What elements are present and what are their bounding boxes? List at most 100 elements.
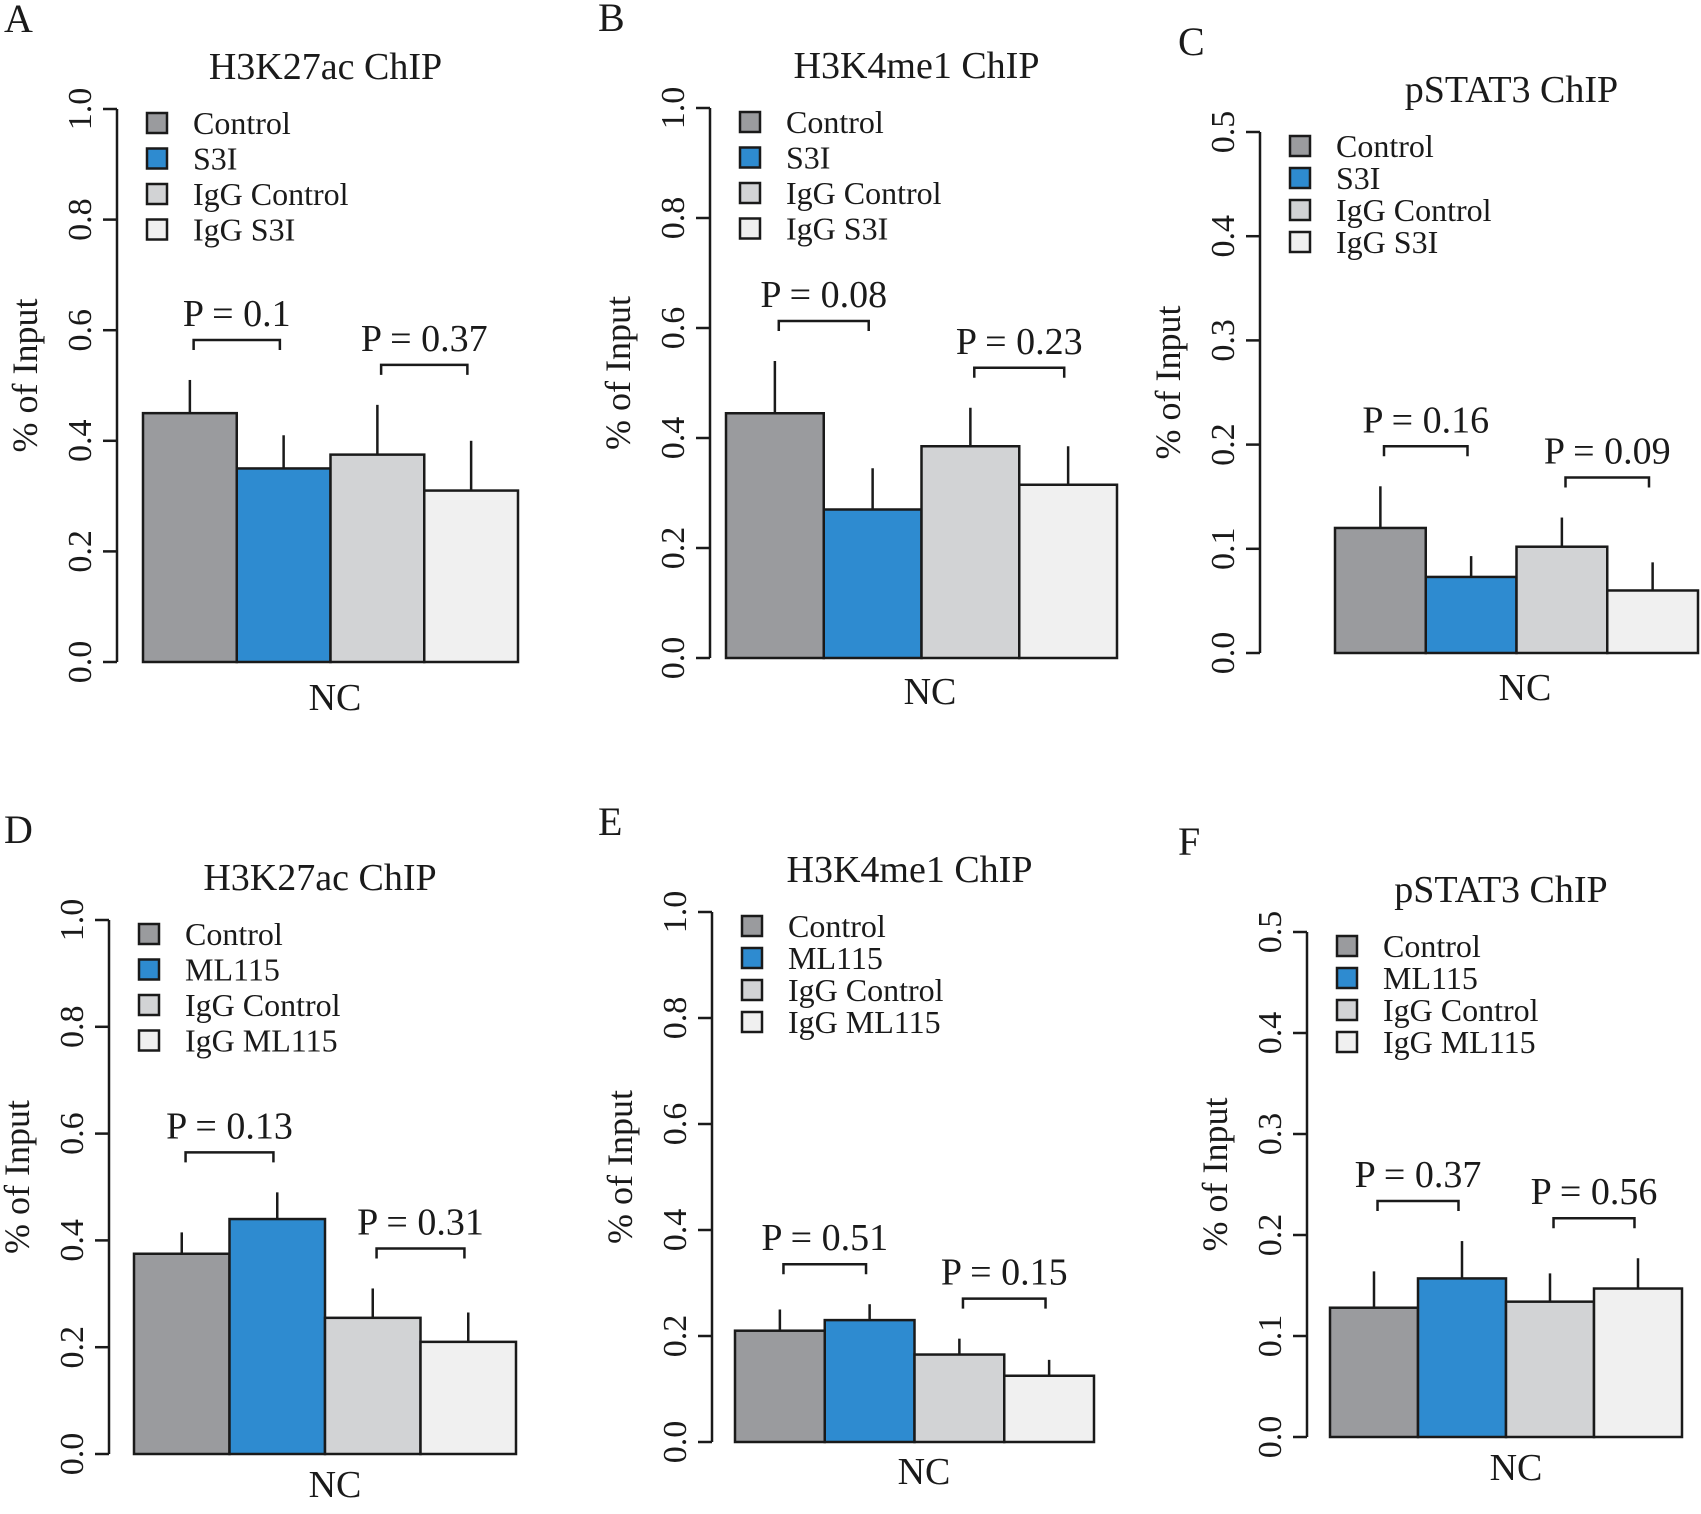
x-axis-label: NC (309, 677, 362, 719)
legend-swatch (145, 111, 169, 135)
y-tick-label: 0.4 (655, 417, 692, 460)
y-axis-label: % of Input (1195, 1098, 1235, 1252)
y-tick-label: 0.0 (655, 637, 692, 680)
bar (419, 1340, 518, 1456)
chart-title: H3K4me1 ChIP (794, 45, 1040, 87)
bar (329, 453, 426, 664)
legend-swatch (145, 218, 169, 241)
y-tick-label: 0.6 (655, 307, 692, 350)
y-tick-label: 0.4 (657, 1209, 694, 1252)
bar (323, 1316, 422, 1456)
legend-label: IgG S3I (786, 211, 888, 247)
legend-swatch (137, 958, 161, 981)
y-tick-label: 0.0 (657, 1421, 694, 1464)
legend-swatch (1288, 166, 1312, 190)
y-tick-label: 1.0 (657, 891, 694, 934)
legend-label: IgG Control (1383, 992, 1539, 1028)
pvalue-label: P = 0.23 (956, 321, 1083, 363)
legend-swatch (1335, 966, 1359, 990)
panel-d: D H3K27ac ChIP 0.0 0.2 0.4 0.6 0.8 1.0 % of Inpu… (0, 807, 518, 1506)
pvalue-bracket (1552, 1216, 1636, 1229)
y-tick-label: 0.1 (1205, 528, 1242, 571)
pvalue-label: P = 0.37 (361, 318, 488, 360)
panel-b: B H3K4me1 ChIP 0.0 0.2 0.4 0.6 0.8 1.0 % of Inpu… (598, 0, 1119, 713)
panel-e: E H3K4me1 ChIP 0.0 0.2 0.4 0.6 0.8 1.0 % of Inpu… (598, 799, 1096, 1493)
pvalue-bracket (192, 338, 282, 350)
y-tick-label: 0.4 (1205, 215, 1242, 258)
legend-swatch (738, 110, 762, 134)
y-tick-label: 0.3 (1252, 1113, 1289, 1156)
legend-label: S3I (786, 140, 830, 176)
bar (822, 508, 923, 660)
y-tick-label: 0.8 (62, 198, 99, 241)
pvalue-bracket (1382, 445, 1469, 457)
bar (1424, 575, 1518, 655)
y-tick-label: 0.8 (655, 197, 692, 240)
pvalue-bracket (777, 319, 870, 331)
pvalue-label: P = 0.1 (183, 293, 291, 335)
x-axis-label: NC (904, 671, 957, 713)
pvalue-label: P = 0.13 (166, 1105, 293, 1147)
legend-label: IgG Control (788, 972, 944, 1008)
panel-letter: A (4, 0, 33, 41)
legend-swatch (738, 217, 762, 240)
bar (1606, 589, 1700, 655)
pvalue-bracket (184, 1151, 275, 1163)
bar (1328, 1306, 1420, 1439)
legend-label: IgG S3I (1336, 224, 1438, 260)
legend-label: IgG Control (185, 987, 341, 1023)
legend-swatch (740, 946, 764, 970)
y-tick-label: 0.4 (54, 1219, 91, 1262)
pvalue-bracket (961, 1297, 1047, 1309)
pvalue-label: P = 0.09 (1544, 431, 1671, 473)
y-axis-label: % of Input (5, 299, 45, 453)
panel-letter: B (598, 0, 625, 40)
legend-swatch (738, 181, 762, 205)
y-tick-label: 0.6 (657, 1103, 694, 1146)
bar (228, 1217, 327, 1456)
bar (913, 1353, 1006, 1444)
bar (1003, 1374, 1096, 1444)
panel-letter: D (4, 807, 33, 852)
pvalue-bracket (1376, 1199, 1460, 1212)
legend-label: ML115 (788, 940, 883, 976)
x-axis-label: NC (309, 1464, 362, 1506)
y-tick-label: 0.6 (62, 309, 99, 352)
pvalue-bracket (375, 1247, 466, 1259)
y-tick-label: 0.2 (1205, 423, 1242, 466)
chart-title: H3K27ac ChIP (209, 46, 442, 88)
y-tick-label: 0.4 (62, 420, 99, 463)
pvalue-label: P = 0.15 (941, 1252, 1068, 1294)
bar (920, 445, 1021, 660)
panel-letter: E (598, 799, 622, 844)
bar (141, 411, 238, 664)
bar (1504, 1300, 1596, 1439)
x-axis-label: NC (1499, 667, 1552, 709)
legend-label: Control (193, 105, 291, 141)
bar (1018, 483, 1119, 660)
legend-label: IgG Control (1336, 192, 1492, 228)
y-tick-label: 0.2 (54, 1326, 91, 1369)
y-tick-label: 0.0 (1205, 632, 1242, 675)
chart-title: H3K27ac ChIP (203, 857, 436, 899)
y-tick-label: 0.8 (54, 1006, 91, 1049)
pvalue-label: P = 0.16 (1362, 399, 1489, 441)
pvalue-label: P = 0.31 (357, 1201, 484, 1243)
y-tick-label: 0.2 (62, 530, 99, 573)
y-tick-label: 0.1 (1252, 1315, 1289, 1358)
legend-label: IgG S3I (193, 212, 295, 248)
y-tick-label: 0.6 (54, 1112, 91, 1155)
y-tick-label: 0.5 (1205, 111, 1242, 154)
y-axis-label: % of Input (0, 1100, 37, 1254)
legend-label: Control (185, 916, 283, 952)
bar (235, 467, 332, 664)
pvalue-bracket (379, 363, 469, 375)
legend-swatch (137, 1029, 161, 1052)
y-tick-label: 0.2 (1252, 1214, 1289, 1257)
y-tick-label: 0.5 (1252, 911, 1289, 954)
y-tick-label: 0.2 (655, 527, 692, 570)
legend-swatch (145, 182, 169, 206)
pvalue-bracket (973, 366, 1066, 378)
bar (1592, 1287, 1684, 1439)
